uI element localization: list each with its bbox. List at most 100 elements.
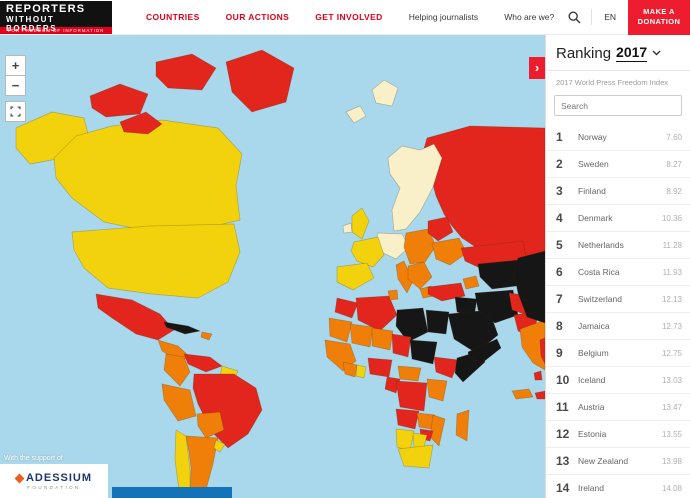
adessium-subtitle: FOUNDATION	[27, 485, 81, 490]
top-navigation: REPORTERS WITHOUT BORDERS FOR FREEDOM OF…	[0, 0, 690, 35]
ranking-row[interactable]: 5 Netherlands 11.28	[546, 232, 690, 259]
country-score: 8.92	[666, 186, 682, 196]
country-name: Switzerland	[578, 294, 622, 304]
ranking-row[interactable]: 14 Ireland 14.08	[546, 475, 690, 498]
zoom-out-button[interactable]: −	[5, 75, 26, 96]
country-search-input[interactable]	[554, 95, 682, 116]
rank-number: 13	[556, 454, 570, 468]
ranking-row[interactable]: 4 Denmark 10.36	[546, 205, 690, 232]
rank-number: 1	[556, 130, 563, 144]
country-score: 11.28	[662, 240, 682, 250]
rank-number: 8	[556, 319, 563, 333]
fullscreen-button[interactable]	[5, 101, 26, 122]
adessium-name: ADESSIUM	[25, 472, 93, 484]
country-name: New Zealand	[578, 456, 629, 466]
collapse-sidebar-button[interactable]: ›	[529, 57, 545, 79]
country-score: 10.36	[661, 213, 682, 223]
adessium-mark-icon	[14, 473, 25, 483]
logo-line1: REPORTERS	[6, 2, 86, 15]
rsf-logo-text: REPORTERS WITHOUT BORDERS	[0, 0, 112, 33]
support-label: With the support of	[4, 455, 63, 462]
country-name: Iceland	[578, 375, 606, 385]
rank-number: 6	[556, 265, 563, 279]
ranking-row[interactable]: 12 Estonia 13.55	[546, 421, 690, 448]
ranking-row[interactable]: 10 Iceland 13.03	[546, 367, 690, 394]
country-name: Netherlands	[578, 240, 624, 250]
nav-our-actions[interactable]: OUR ACTIONS	[225, 12, 290, 22]
map-zoom-controls: + −	[5, 55, 26, 122]
country-score: 8.27	[666, 159, 682, 169]
country-score: 7.60	[666, 132, 682, 142]
logo-tagline: FOR FREEDOM OF INFORMATION	[0, 26, 112, 34]
country-score: 12.13	[661, 294, 682, 304]
rank-number: 12	[556, 427, 570, 441]
ranking-row[interactable]: 8 Jamaica 12.73	[546, 313, 690, 340]
continent-south-america[interactable]	[161, 353, 263, 498]
country-score: 12.75	[661, 348, 682, 358]
rank-number: 4	[556, 211, 563, 225]
country-score: 12.73	[661, 321, 682, 331]
country-name: Belgium	[578, 348, 609, 358]
nav-get-involved[interactable]: GET INVOLVED	[315, 12, 383, 22]
rsf-logo[interactable]: REPORTERS WITHOUT BORDERS FOR FREEDOM OF…	[0, 0, 112, 34]
rank-number: 14	[556, 481, 570, 495]
nav-countries[interactable]: COUNTRIES	[146, 12, 200, 22]
country-score: 13.47	[661, 402, 682, 412]
country-name: Austria	[578, 402, 605, 412]
country-name: Estonia	[578, 429, 607, 439]
ranking-row[interactable]: 3 Finland 8.92	[546, 178, 690, 205]
search-button[interactable]	[557, 0, 591, 34]
ranking-title: Ranking	[556, 44, 612, 62]
country-score: 11.93	[662, 267, 682, 277]
rank-number: 9	[556, 346, 563, 360]
rank-number: 2	[556, 157, 563, 171]
world-map[interactable]: + − › With the support of ADESSIUM FOUND…	[0, 35, 545, 498]
support-credit: With the support of ADESSIUM FOUNDATION	[0, 455, 108, 498]
bottom-blue-bar	[112, 487, 232, 498]
chevron-down-icon	[652, 50, 661, 56]
country-name: Jamaica	[578, 321, 610, 331]
country-score: 13.55	[661, 429, 682, 439]
country-score: 13.03	[661, 375, 682, 385]
country-score: 14.08	[661, 483, 682, 493]
region-middle-east-asia[interactable]	[427, 240, 545, 400]
continent-africa[interactable]	[324, 289, 486, 469]
country-name: Denmark	[578, 213, 613, 223]
ranking-row[interactable]: 1 Norway 7.60	[546, 124, 690, 151]
ranking-row[interactable]: 2 Sweden 8.27	[546, 151, 690, 178]
language-selector[interactable]: EN	[604, 12, 616, 22]
ranking-panel: Ranking 2017 2017 World Press Freedom In…	[545, 35, 690, 498]
zoom-in-button[interactable]: +	[5, 55, 26, 76]
country-score: 13.98	[661, 456, 682, 466]
country-name: Norway	[578, 132, 607, 142]
ranking-year: 2017	[616, 44, 648, 62]
ranking-row[interactable]: 7 Switzerland 12.13	[546, 286, 690, 313]
nav-helping-journalists[interactable]: Helping journalists	[408, 12, 479, 22]
rank-number: 3	[556, 184, 563, 198]
nav-who-are-we[interactable]: Who are we?	[504, 12, 555, 22]
ranking-row[interactable]: 11 Austria 13.47	[546, 394, 690, 421]
ranking-row[interactable]: 13 New Zealand 13.98	[546, 448, 690, 475]
country-name: Finland	[578, 186, 606, 196]
adessium-logo[interactable]: ADESSIUM FOUNDATION	[0, 464, 108, 498]
rank-number: 11	[556, 400, 569, 414]
ranking-list: 1 Norway 7.60 2 Sweden 8.27 3 Finland 8.…	[546, 124, 690, 498]
continent-europe[interactable]	[336, 79, 545, 299]
rank-number: 5	[556, 238, 563, 252]
continent-north-america[interactable]	[15, 49, 295, 362]
header-divider	[591, 9, 593, 25]
search-icon	[568, 10, 581, 23]
rank-number: 10	[556, 373, 570, 387]
ranking-year-dropdown[interactable]: Ranking 2017	[546, 35, 690, 71]
rank-number: 7	[556, 292, 563, 306]
page-content: + − › With the support of ADESSIUM FOUND…	[0, 35, 690, 498]
ranking-row[interactable]: 6 Costa Rica 11.93	[546, 259, 690, 286]
fullscreen-icon	[10, 106, 21, 117]
main-nav: COUNTRIES OUR ACTIONS GET INVOLVED Helpi…	[146, 12, 554, 22]
header-right: EN MAKE A DONATION	[557, 0, 690, 35]
ranking-row[interactable]: 9 Belgium 12.75	[546, 340, 690, 367]
press-freedom-map[interactable]	[0, 35, 545, 498]
donate-button[interactable]: MAKE A DONATION	[628, 0, 690, 35]
ranking-subtitle: 2017 World Press Freedom Index	[556, 78, 668, 87]
country-name: Costa Rica	[578, 267, 620, 277]
